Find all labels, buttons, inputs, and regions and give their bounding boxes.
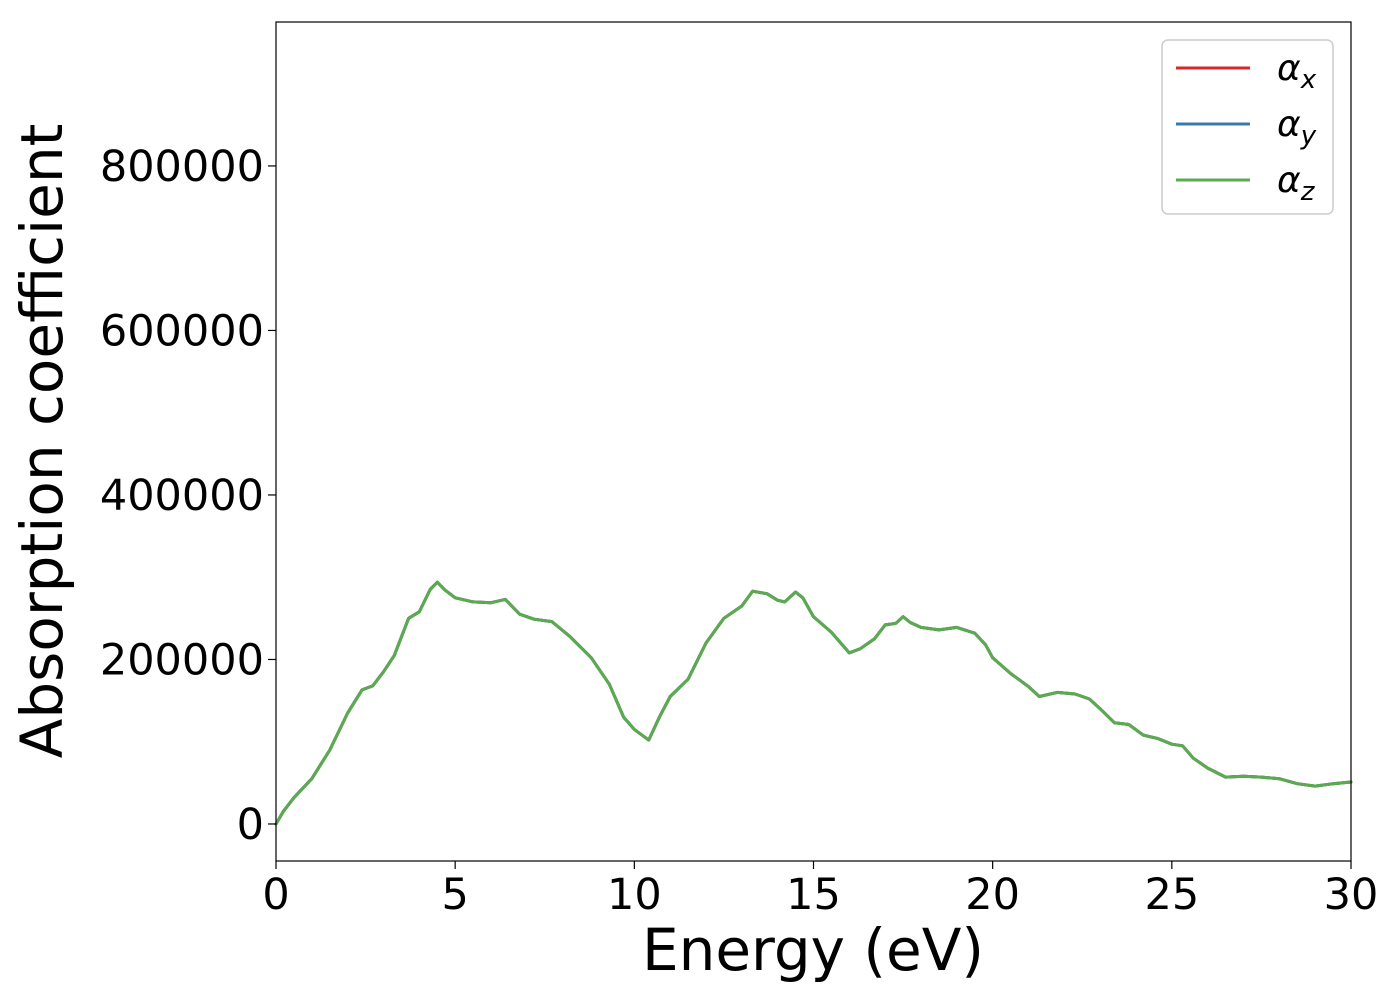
series-layer	[274, 580, 1353, 826]
x-tick-label: 25	[1144, 870, 1199, 920]
x-axis-title: Energy (eV)	[642, 916, 984, 984]
y-tick-label: 400000	[100, 471, 264, 521]
y-tick-label: 800000	[100, 142, 264, 192]
legend-symbol: α	[1277, 104, 1301, 145]
legend-label: αx	[1277, 48, 1317, 95]
y-axis-title: Absorption coefficient	[8, 124, 76, 759]
series-line-2	[274, 580, 1353, 826]
x-tick-label: 30	[1324, 870, 1379, 920]
x-tick-label: 20	[965, 870, 1020, 920]
y-tick-label: 200000	[100, 635, 264, 685]
legend-symbol: α	[1277, 160, 1301, 201]
legend-symbol: α	[1277, 48, 1301, 89]
x-tick-label: 5	[441, 870, 468, 920]
legend-subscript: z	[1300, 177, 1316, 207]
legend-subscript: x	[1300, 65, 1317, 95]
x-axis-ticks: 0 5 10 15 20 25 30	[262, 861, 1378, 920]
legend-subscript: y	[1300, 121, 1317, 151]
y-tick-label: 0	[237, 800, 264, 850]
x-tick-label: 0	[262, 870, 289, 920]
y-tick-label: 600000	[100, 306, 264, 356]
legend-label: αz	[1277, 160, 1316, 207]
x-tick-label: 15	[786, 870, 841, 920]
y-axis-ticks: 0 200000 400000 600000 800000	[100, 142, 276, 850]
x-tick-label: 10	[607, 870, 662, 920]
legend-frame	[1161, 39, 1334, 215]
legend-label: αy	[1277, 104, 1317, 151]
